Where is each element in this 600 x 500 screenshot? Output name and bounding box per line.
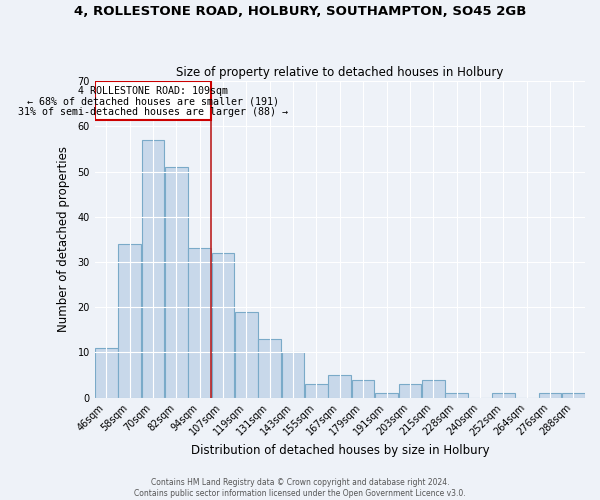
Bar (165, 167, 188, 398)
Bar (305, 384, 328, 398)
Bar (259, 339, 281, 398)
Bar (212, 253, 235, 398)
Bar (282, 352, 304, 398)
Bar (328, 375, 351, 398)
Text: 31% of semi-detached houses are larger (88) →: 31% of semi-detached houses are larger (… (18, 108, 288, 118)
Bar (142, 140, 164, 398)
Bar (445, 393, 468, 398)
Bar (562, 393, 584, 398)
Y-axis label: Number of detached properties: Number of detached properties (58, 146, 70, 332)
Bar (118, 244, 141, 398)
Bar (539, 393, 561, 398)
Bar (188, 248, 211, 398)
Bar (492, 393, 515, 398)
Title: Size of property relative to detached houses in Holbury: Size of property relative to detached ho… (176, 66, 503, 78)
Text: Contains HM Land Registry data © Crown copyright and database right 2024.
Contai: Contains HM Land Registry data © Crown c… (134, 478, 466, 498)
Bar (235, 312, 258, 398)
Text: ← 68% of detached houses are smaller (191): ← 68% of detached houses are smaller (19… (27, 97, 279, 107)
Bar (95, 348, 118, 398)
Text: 4 ROLLESTONE ROAD: 109sqm: 4 ROLLESTONE ROAD: 109sqm (78, 86, 228, 97)
Bar (352, 380, 374, 398)
Bar (95, 81, 211, 120)
Bar (422, 380, 445, 398)
Bar (398, 384, 421, 398)
Bar (375, 393, 398, 398)
Text: 4, ROLLESTONE ROAD, HOLBURY, SOUTHAMPTON, SO45 2GB: 4, ROLLESTONE ROAD, HOLBURY, SOUTHAMPTON… (74, 5, 526, 18)
X-axis label: Distribution of detached houses by size in Holbury: Distribution of detached houses by size … (191, 444, 489, 458)
